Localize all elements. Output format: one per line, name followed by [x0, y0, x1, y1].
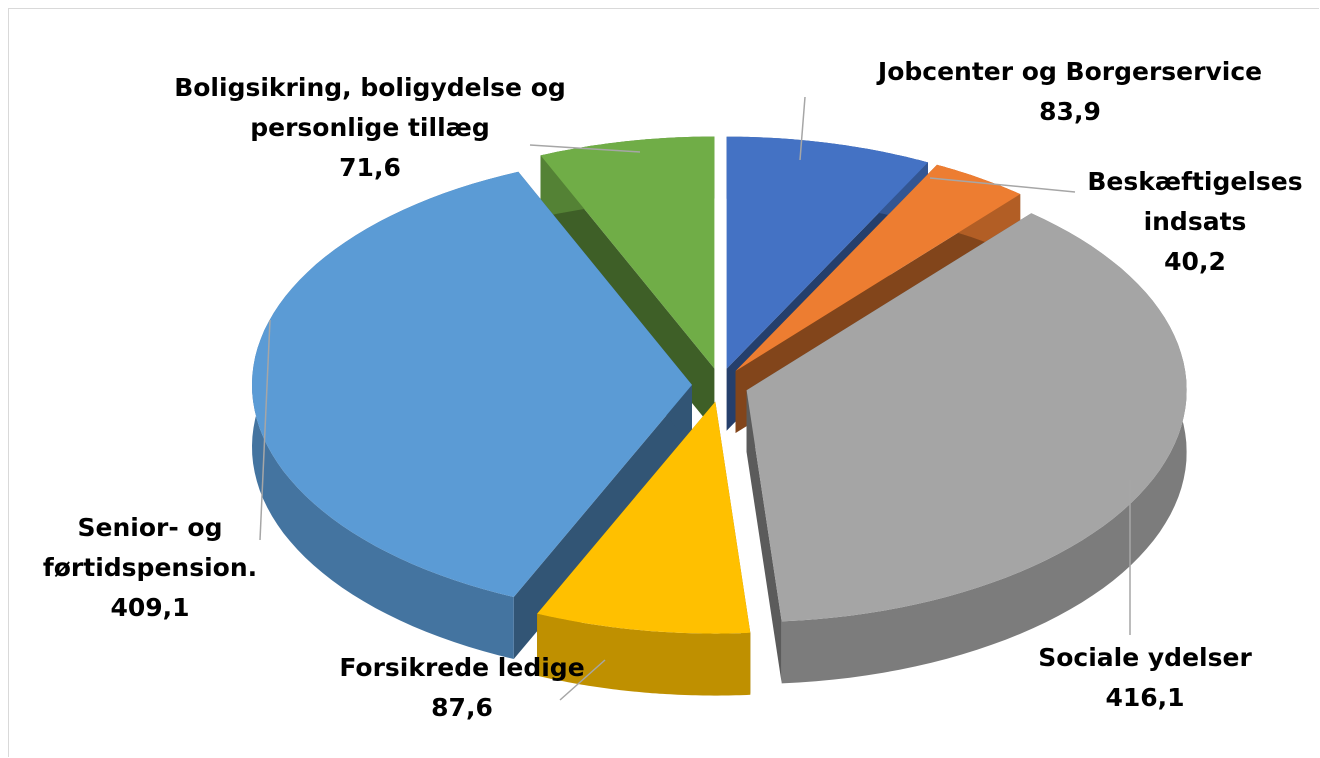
- label-name: Boligsikring, boligydelse og personlige …: [174, 73, 566, 142]
- data-label: Senior- og førtidspension. 409,1: [30, 508, 270, 628]
- label-name: Beskæftigelses indsats: [1087, 167, 1303, 236]
- label-value: 40,2: [1164, 247, 1226, 276]
- data-label: Forsikrede ledige 87,6: [312, 648, 612, 728]
- pie-slice: [537, 401, 751, 696]
- data-label: Jobcenter og Borgerservice 83,9: [830, 52, 1310, 132]
- label-name: Senior- og førtidspension.: [42, 513, 258, 582]
- slice-top: [537, 401, 751, 634]
- label-name: Sociale ydelser: [1038, 643, 1252, 672]
- pie-slice: [540, 136, 715, 431]
- pie-slice: [746, 213, 1187, 684]
- label-value: 416,1: [1105, 683, 1185, 712]
- label-name: Jobcenter og Borgerservice: [877, 57, 1263, 86]
- leader-line: [799, 96, 806, 161]
- leader-line: [529, 144, 641, 153]
- leader-line: [929, 177, 1076, 193]
- slice-top: [726, 136, 928, 369]
- label-value: 71,6: [339, 153, 401, 182]
- data-label: Sociale ydelser 416,1: [995, 638, 1295, 718]
- leader-line: [259, 319, 271, 541]
- slice-top: [252, 171, 692, 598]
- label-name: Forsikrede ledige: [339, 653, 585, 682]
- label-value: 83,9: [1039, 97, 1101, 126]
- slice-rim: [781, 213, 1187, 684]
- data-label: Boligsikring, boligydelse og personlige …: [150, 68, 590, 188]
- label-value: 409,1: [110, 593, 190, 622]
- slice-top: [735, 164, 1021, 371]
- chart-frame: [8, 8, 1319, 757]
- leader-line: [559, 659, 606, 701]
- data-label: Beskæftigelses indsats 40,2: [1085, 162, 1305, 282]
- slice-top: [540, 136, 715, 369]
- label-value: 87,6: [431, 693, 493, 722]
- slice-rim: [537, 613, 751, 696]
- slice-top: [746, 213, 1187, 622]
- slice-side: [746, 390, 782, 684]
